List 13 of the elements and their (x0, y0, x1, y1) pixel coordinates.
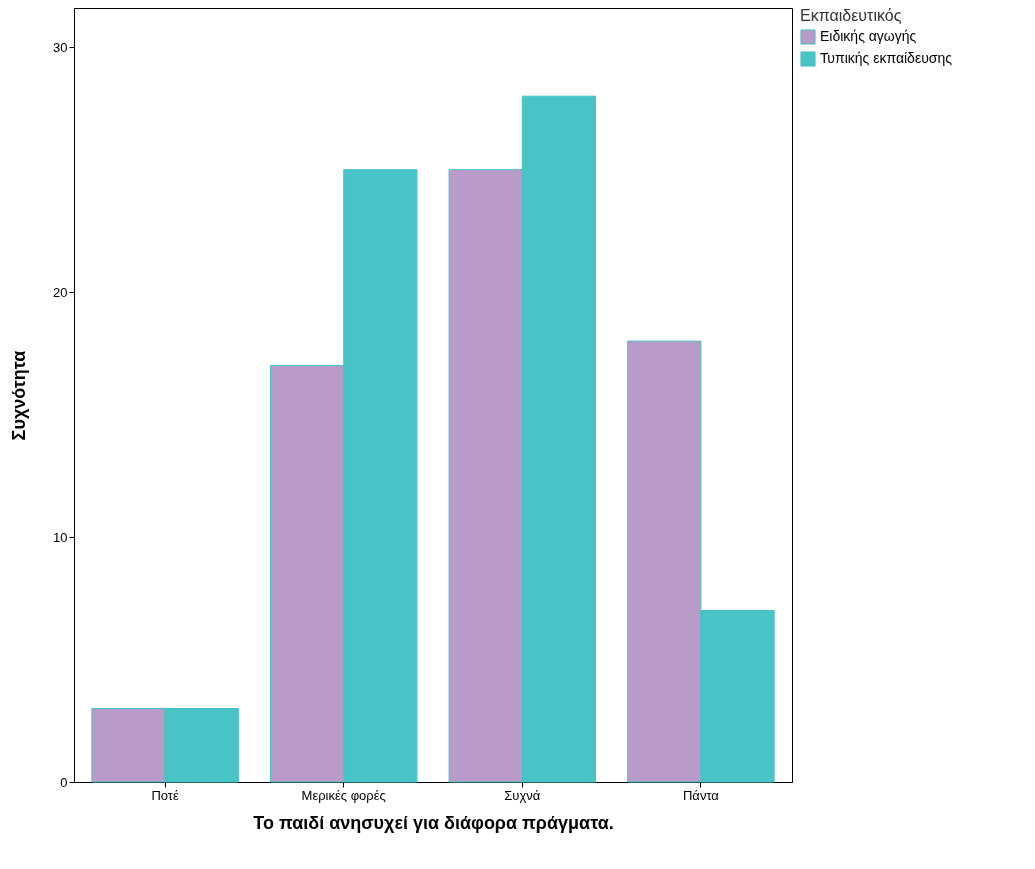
y-tick-label: 20 (53, 284, 68, 300)
y-tick-label: 30 (53, 39, 68, 55)
x-axis-title: Το παιδί ανησυχεί για διάφορα πράγματα. (253, 812, 614, 833)
x-tick-label: Πάντα (682, 787, 720, 803)
y-axis-title: Συχνότητα (9, 350, 30, 441)
y-tick-label: 10 (53, 529, 68, 545)
x-tick-label: Συχνά (504, 787, 541, 803)
legend-title: Εκπαιδευτικός (800, 7, 902, 24)
legend-label: Ειδικής αγωγής (820, 28, 917, 44)
x-tick-label: Ποτέ (151, 787, 179, 803)
y-tick-label: 0 (60, 774, 68, 790)
legend-label: Τυπικής εκπαίδευσης (820, 50, 953, 66)
x-tick-label: Μερικές φορές (301, 787, 386, 803)
